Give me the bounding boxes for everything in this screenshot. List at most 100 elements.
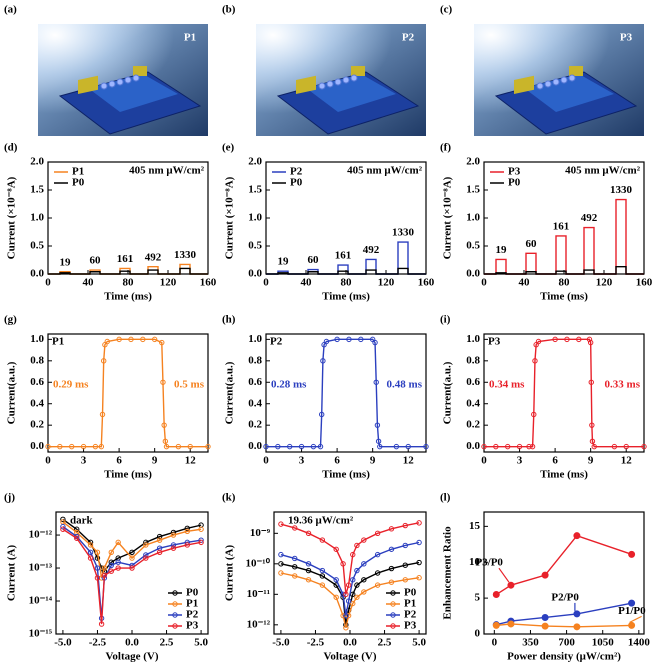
point	[492, 591, 500, 599]
point	[350, 551, 356, 558]
point	[377, 443, 383, 450]
x-tick-label: 160	[418, 277, 435, 289]
panel-label: (b)	[222, 4, 236, 16]
y-axis-label: Current(a.u.)	[6, 361, 18, 424]
legend-marker	[172, 623, 178, 629]
x-tick-label: 3	[517, 455, 523, 467]
y-tick-label: 0.4	[30, 397, 44, 409]
point	[156, 533, 163, 540]
point	[298, 443, 305, 450]
point	[320, 358, 326, 364]
legend-marker	[172, 590, 178, 596]
y-tick-label: 10⁻¹²	[29, 529, 53, 541]
electrode	[351, 66, 365, 76]
particle	[318, 82, 326, 90]
point	[591, 443, 597, 450]
x-tick-label: 0	[263, 277, 269, 289]
y-tick-label: 15	[469, 520, 481, 532]
particle	[132, 74, 140, 82]
y-axis-label: Current (×10⁻⁸A)	[442, 176, 454, 259]
y-tick-label: 2.0	[30, 156, 44, 168]
point	[108, 559, 114, 565]
point	[402, 522, 408, 529]
panel-label: (h)	[222, 314, 236, 326]
point	[416, 575, 422, 581]
y-tick-label: 10⁻⁹	[250, 527, 271, 539]
point	[374, 551, 381, 558]
x-axis-label: Time (ms)	[540, 291, 588, 303]
series-line	[496, 623, 632, 628]
x-tick-label: -5.0	[272, 637, 290, 649]
x-tick-label: 0	[481, 277, 487, 289]
point	[128, 336, 134, 343]
point	[115, 565, 121, 571]
pulse-label: 492	[581, 212, 598, 224]
sample-label: P1	[52, 336, 64, 348]
point	[354, 542, 360, 549]
y-tick-label: 0.6	[248, 376, 262, 388]
point	[573, 532, 581, 540]
point	[505, 443, 511, 450]
point	[589, 422, 595, 428]
point	[161, 422, 167, 428]
point	[481, 443, 487, 450]
series-line	[266, 267, 426, 275]
electrode	[569, 66, 583, 76]
y-tick-label: 0.5	[466, 240, 480, 252]
sample-label: P3	[488, 336, 501, 348]
x-tick-label: 40	[301, 277, 313, 289]
point	[541, 613, 549, 621]
particle	[100, 82, 108, 90]
particle	[552, 78, 560, 86]
legend-label: P2	[290, 166, 303, 178]
point	[151, 336, 158, 343]
sample-tag: P1	[184, 32, 196, 44]
y-axis-label: Current(a.u.)	[442, 361, 454, 424]
condition: 405 nm μW/cm²	[565, 165, 641, 177]
y-tick-label: 0.8	[466, 354, 480, 366]
y-tick-label: 10⁻¹¹	[247, 588, 270, 600]
point	[292, 564, 298, 570]
point	[587, 339, 594, 346]
point	[402, 562, 408, 568]
condition: 405 nm μW/cm²	[347, 165, 423, 177]
legend-label: P1	[72, 166, 84, 178]
y-tick-label: 10⁻¹³	[29, 562, 53, 574]
point	[402, 577, 408, 583]
point	[129, 549, 135, 555]
point	[334, 336, 340, 343]
x-tick-label: 80	[123, 277, 135, 289]
point	[108, 549, 114, 555]
x-tick-label: 9	[370, 455, 376, 467]
point	[343, 612, 349, 619]
point	[623, 443, 629, 450]
condition: dark	[70, 515, 94, 527]
series-line	[280, 561, 420, 625]
plot-frame	[47, 333, 209, 453]
point	[333, 546, 339, 552]
series-line	[280, 522, 420, 595]
point	[162, 438, 169, 444]
panel-label: (a)	[4, 4, 17, 16]
annotation-arrow	[629, 615, 642, 623]
point	[94, 575, 101, 581]
legend-label: P0	[72, 177, 85, 189]
point	[87, 549, 94, 555]
panel-label: (l)	[440, 492, 451, 504]
point	[531, 411, 537, 418]
point	[275, 443, 281, 450]
x-tick-label: 12	[185, 455, 197, 467]
y-tick-label: 0.4	[248, 397, 262, 409]
condition: 19.36 μW/cm²	[288, 515, 354, 527]
point	[116, 336, 122, 343]
point	[323, 338, 330, 345]
electrode	[133, 66, 147, 76]
legend-marker	[390, 601, 396, 607]
point	[319, 567, 326, 574]
point	[346, 336, 352, 343]
point	[94, 565, 101, 571]
pulse-label: 60	[308, 254, 320, 266]
legend-marker	[172, 612, 178, 618]
panel-label: (k)	[222, 492, 236, 504]
